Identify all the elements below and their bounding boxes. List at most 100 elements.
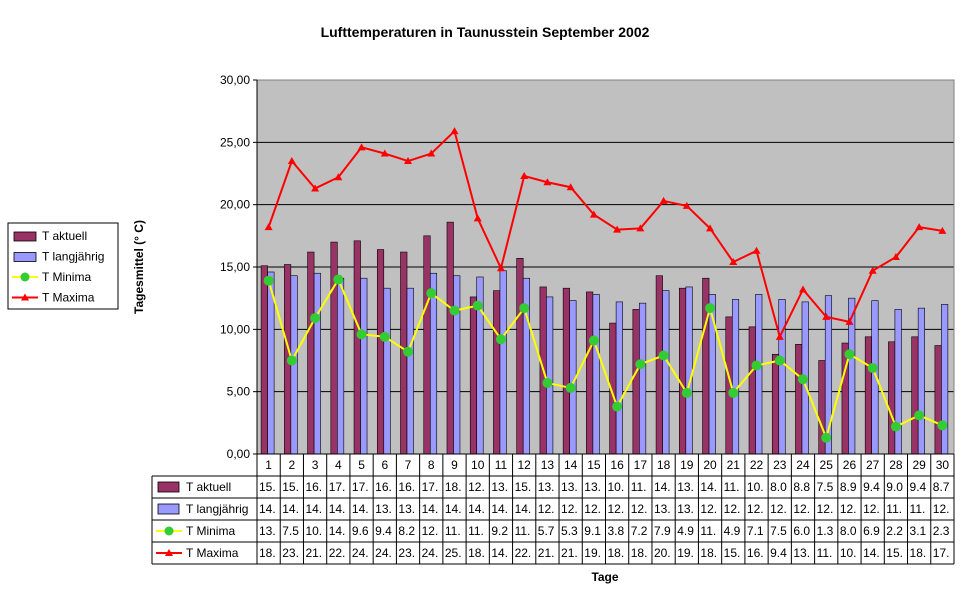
data-label: 15. bbox=[282, 480, 299, 494]
bar-t-aktuell-27 bbox=[864, 336, 872, 455]
data-label: 17. bbox=[422, 480, 439, 494]
x-tick-label: 30 bbox=[936, 458, 950, 472]
marker-maxima-24 bbox=[798, 285, 807, 293]
data-label: 14. bbox=[422, 502, 439, 516]
data-label: 8.0 bbox=[770, 480, 787, 494]
y-tick-label: 30,00 bbox=[220, 73, 250, 87]
data-label: 3.8 bbox=[608, 524, 625, 538]
x-tick-label: 7 bbox=[405, 458, 412, 472]
data-label: 15. bbox=[886, 546, 903, 560]
data-label: 14. bbox=[352, 502, 369, 516]
data-label: 9.4 bbox=[910, 480, 927, 494]
x-tick-label: 25 bbox=[820, 458, 834, 472]
legend-key bbox=[13, 231, 37, 242]
bar-t-aktuell-9 bbox=[446, 221, 454, 455]
data-label: 11. bbox=[468, 524, 484, 538]
data-label: 24. bbox=[422, 546, 439, 560]
data-label: 16. bbox=[398, 480, 415, 494]
data-label: 12. bbox=[770, 502, 787, 516]
marker-maxima-13 bbox=[543, 178, 552, 186]
data-label: 12. bbox=[747, 502, 764, 516]
marker-minima-30 bbox=[937, 420, 948, 431]
marker-maxima-6 bbox=[380, 149, 389, 157]
bar-t-langjährig-6 bbox=[383, 287, 391, 455]
x-tick-label: 6 bbox=[381, 458, 388, 472]
data-label: 13. bbox=[677, 480, 694, 494]
data-label: 14. bbox=[445, 502, 462, 516]
bar-t-langjährig-30 bbox=[941, 304, 949, 455]
bar-t-aktuell-30 bbox=[934, 345, 942, 455]
data-label: 13. bbox=[259, 524, 276, 538]
data-label: 13. bbox=[584, 480, 601, 494]
bar-t-langjährig-22 bbox=[755, 294, 763, 455]
marker-maxima-8 bbox=[427, 149, 436, 157]
data-label: 11. bbox=[910, 502, 926, 516]
line-t-maxima bbox=[267, 129, 943, 340]
data-label: 14. bbox=[491, 502, 508, 516]
data-label: 19. bbox=[677, 546, 694, 560]
data-label: 9.2 bbox=[491, 524, 508, 538]
data-label: 10. bbox=[305, 524, 322, 538]
data-label: 4.9 bbox=[724, 524, 741, 538]
data-label: 16. bbox=[305, 480, 322, 494]
table-series-name: T Minima bbox=[186, 524, 235, 538]
bar-t-aktuell-23 bbox=[771, 353, 780, 455]
legend-entry: T langjährig bbox=[42, 250, 104, 264]
data-label: 9.6 bbox=[352, 524, 369, 538]
marker-minima-16 bbox=[612, 401, 623, 412]
marker-maxima-23 bbox=[775, 332, 784, 340]
marker-minima-24 bbox=[797, 374, 808, 385]
data-label: 12. bbox=[538, 502, 555, 516]
marker-maxima-30 bbox=[938, 226, 947, 234]
bar-t-aktuell-10 bbox=[469, 296, 478, 455]
x-tick-label: 11 bbox=[495, 458, 508, 472]
table-legend-marker bbox=[164, 526, 174, 536]
x-tick-label: 21 bbox=[727, 458, 741, 472]
data-label: 11. bbox=[515, 524, 531, 538]
x-tick-label: 1 bbox=[265, 458, 272, 472]
data-label: 2.3 bbox=[933, 524, 950, 538]
data-label: 7.1 bbox=[747, 524, 764, 538]
legend-entry: T Maxima bbox=[42, 291, 95, 305]
marker-minima-10 bbox=[472, 300, 483, 311]
marker-maxima-3 bbox=[311, 184, 320, 192]
bar-t-aktuell-17 bbox=[632, 309, 640, 455]
data-label: 8.2 bbox=[398, 524, 415, 538]
marker-minima-22 bbox=[751, 360, 762, 371]
data-label: 14. bbox=[491, 546, 508, 560]
data-label: 17. bbox=[933, 546, 950, 560]
data-label: 7.5 bbox=[817, 480, 834, 494]
bar-t-aktuell-18 bbox=[655, 275, 663, 455]
bar-t-langjährig-4 bbox=[337, 277, 345, 455]
data-label: 13. bbox=[561, 480, 578, 494]
data-label: 12. bbox=[584, 502, 601, 516]
data-label: 20. bbox=[654, 546, 671, 560]
data-label: 14. bbox=[305, 502, 322, 516]
y-axis-label: Tagesmittel (° C) bbox=[132, 220, 146, 314]
data-label: 21. bbox=[538, 546, 555, 560]
x-tick-label: 18 bbox=[657, 458, 671, 472]
data-label: 9.4 bbox=[770, 546, 787, 560]
bar-t-langjährig-17 bbox=[639, 302, 647, 455]
marker-minima-14 bbox=[565, 382, 576, 393]
x-tick-label: 24 bbox=[796, 458, 810, 472]
marker-minima-28 bbox=[890, 421, 901, 432]
data-label: 10. bbox=[747, 480, 764, 494]
marker-minima-15 bbox=[588, 335, 599, 346]
data-label: 25. bbox=[445, 546, 462, 560]
data-label: 13. bbox=[793, 546, 810, 560]
marker-minima-21 bbox=[728, 387, 739, 398]
x-tick-label: 23 bbox=[773, 458, 787, 472]
data-label: 13. bbox=[491, 480, 508, 494]
data-label: 7.5 bbox=[770, 524, 787, 538]
data-label: 15. bbox=[259, 480, 276, 494]
data-label: 11. bbox=[445, 524, 461, 538]
x-tick-label: 22 bbox=[750, 458, 764, 472]
bar-t-langjährig-23 bbox=[778, 299, 786, 455]
y-tick-label: 5,00 bbox=[227, 385, 251, 399]
data-label: 11. bbox=[817, 546, 833, 560]
marker-minima-7 bbox=[403, 346, 414, 357]
data-label: 23. bbox=[398, 546, 415, 560]
x-tick-label: 29 bbox=[912, 458, 926, 472]
